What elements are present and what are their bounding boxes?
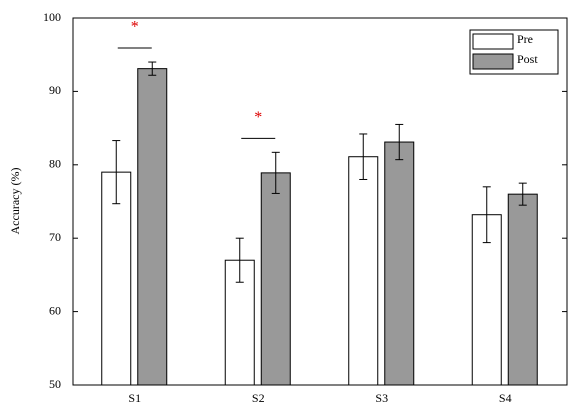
bar xyxy=(507,193,538,386)
y-tick-label: 70 xyxy=(49,230,61,244)
y-tick-label: 90 xyxy=(49,83,61,97)
bar xyxy=(137,68,168,386)
bar xyxy=(260,172,291,386)
error-bar xyxy=(235,237,244,283)
significance-label: * xyxy=(254,109,262,126)
error-bar xyxy=(482,186,491,244)
bar xyxy=(384,141,415,386)
x-tick-label: S2 xyxy=(252,391,265,405)
legend-label: Post xyxy=(517,52,538,66)
error-bar xyxy=(395,123,404,161)
legend-label: Pre xyxy=(517,32,533,46)
bar xyxy=(101,171,132,386)
significance-label: * xyxy=(131,19,139,36)
y-tick-label: 100 xyxy=(43,10,61,24)
y-axis-label: Accuracy (%) xyxy=(8,168,22,235)
error-bar xyxy=(359,133,368,180)
error-bar xyxy=(271,151,280,194)
error-bar xyxy=(518,182,527,206)
legend-swatch xyxy=(472,53,514,70)
plot-frame xyxy=(72,17,568,386)
x-tick-label: S4 xyxy=(499,391,512,405)
x-tick-label: S3 xyxy=(375,391,388,405)
x-tick-label: S1 xyxy=(128,391,141,405)
bar xyxy=(348,156,379,386)
error-bar xyxy=(112,140,121,205)
error-bar xyxy=(148,61,157,76)
y-tick-label: 60 xyxy=(49,303,61,317)
legend-swatch xyxy=(472,33,514,50)
y-tick-label: 80 xyxy=(49,157,61,171)
y-tick-label: 50 xyxy=(49,377,61,391)
